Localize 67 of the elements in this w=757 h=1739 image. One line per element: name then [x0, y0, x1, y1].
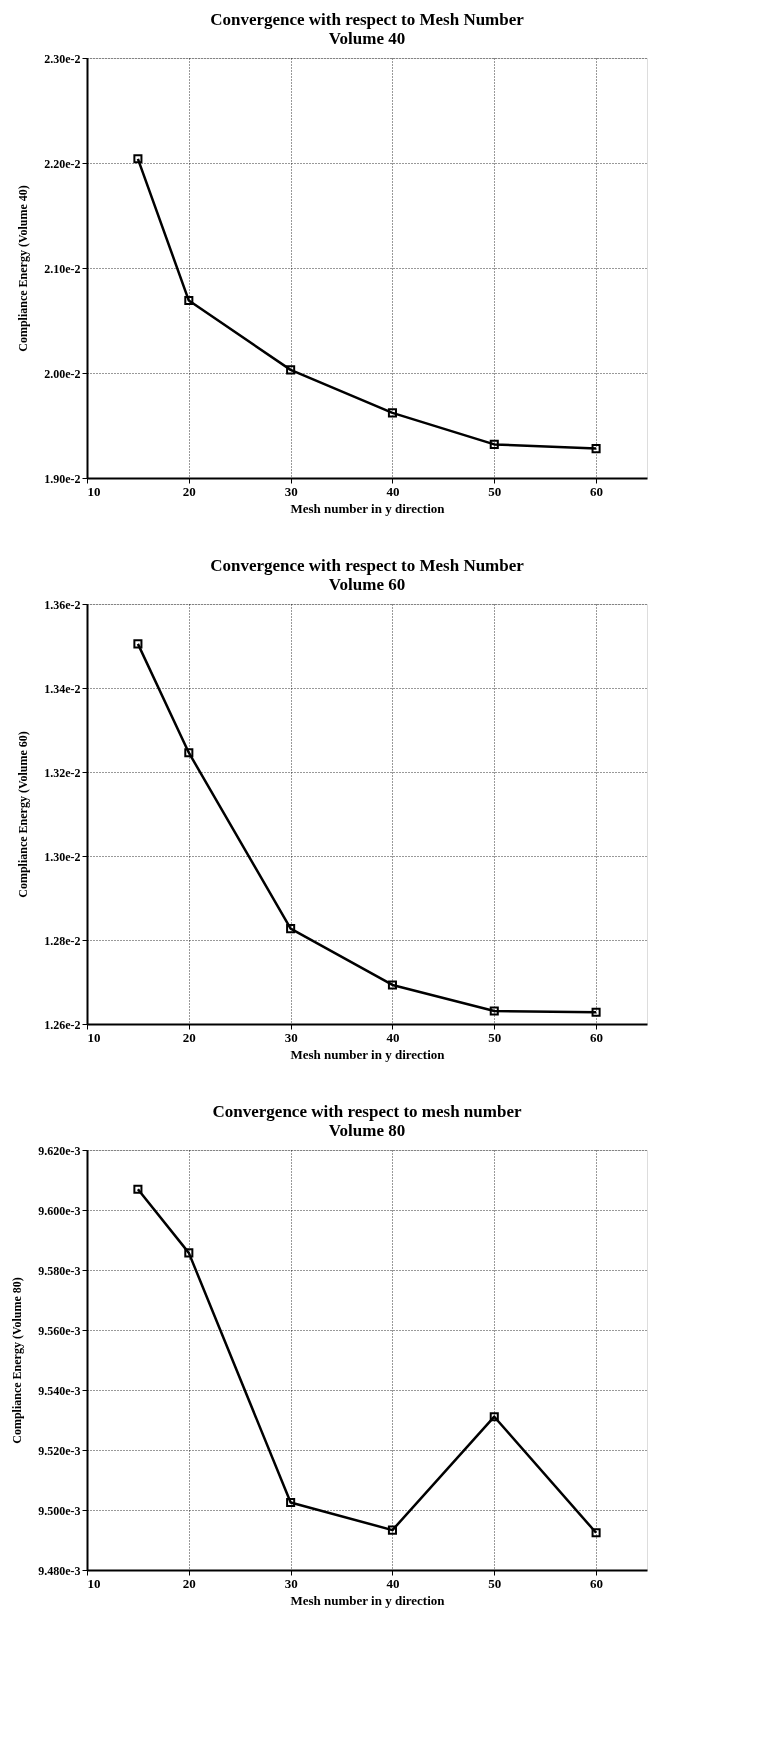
chart-title: Convergence with respect to mesh number — [212, 1102, 522, 1121]
y-tick-label: 1.26e-2 — [44, 1017, 81, 1032]
y-tick-label: 1.30e-2 — [44, 849, 81, 864]
y-tick-label: 9.500e-3 — [38, 1503, 81, 1518]
x-tick-label: 10 — [87, 483, 101, 499]
x-axis-title: Mesh number in y direction — [290, 1046, 446, 1062]
y-tick-label: 9.580e-3 — [38, 1263, 81, 1278]
point — [591, 1528, 601, 1538]
y-tick-label: 1.34e-2 — [44, 681, 81, 696]
y-tick-label: 2.20e-2 — [44, 156, 81, 171]
point — [489, 1006, 499, 1016]
x-tick-label: 50 — [488, 483, 502, 499]
y-tick-label: 9.540e-3 — [38, 1383, 81, 1398]
y-tick-label: 9.560e-3 — [38, 1323, 81, 1338]
x-tick-label: 60 — [590, 483, 604, 499]
x-tick-label: 40 — [386, 1575, 400, 1591]
x-tick-label: 10 — [87, 1575, 101, 1591]
point — [184, 748, 194, 758]
point — [387, 980, 397, 990]
y-tick-label: 2.00e-2 — [44, 366, 81, 381]
y-tick-label: 1.36e-2 — [44, 597, 81, 612]
x-tick-label: 40 — [386, 1029, 400, 1045]
point — [489, 1412, 499, 1422]
chart-title: Convergence with respect to Mesh Number — [210, 10, 525, 29]
x-tick-label: 60 — [590, 1575, 604, 1591]
x-tick-label: 10 — [87, 1029, 101, 1045]
x-tick-label: 60 — [590, 1029, 604, 1045]
y-tick-label: 1.28e-2 — [44, 933, 81, 948]
x-tick-label: 30 — [284, 1029, 298, 1045]
point — [184, 1248, 194, 1258]
chart-subtitle: Volume 40 — [328, 29, 406, 48]
y-axis-title: Compliance Energy (Volume 60) — [16, 731, 31, 898]
x-tick-label: 20 — [182, 1029, 196, 1045]
y-axis-title: Compliance Energy (Volume 80) — [10, 1277, 25, 1444]
point — [133, 1184, 143, 1194]
x-axis-title: Mesh number in y direction — [290, 500, 446, 516]
x-tick-label: 30 — [284, 483, 298, 499]
y-axis-title: Compliance Energy (Volume 40) — [16, 185, 31, 352]
point — [133, 639, 143, 649]
chart-subtitle: Volume 80 — [328, 1121, 406, 1140]
x-tick-label: 40 — [386, 483, 400, 499]
y-tick-label: 1.90e-2 — [44, 471, 81, 486]
point — [286, 1497, 296, 1508]
y-tick-label: 9.480e-3 — [38, 1563, 81, 1578]
x-axis-title: Mesh number in y direction — [290, 1592, 446, 1608]
point — [591, 1007, 601, 1017]
point — [286, 365, 296, 375]
x-tick-label: 20 — [182, 1575, 196, 1591]
point — [387, 408, 397, 418]
x-tick-label: 50 — [488, 1575, 502, 1591]
x-tick-label: 50 — [488, 1029, 502, 1045]
point — [133, 154, 143, 164]
x-tick-label: 30 — [284, 1575, 298, 1591]
point — [387, 1525, 397, 1535]
y-tick-label: 1.32e-2 — [44, 765, 81, 780]
chart-subtitle: Volume 60 — [328, 575, 406, 594]
point — [489, 439, 499, 449]
chart-title: Convergence with respect to Mesh Number — [210, 556, 525, 575]
y-tick-label: 2.10e-2 — [44, 261, 81, 276]
x-tick-label: 20 — [182, 483, 196, 499]
y-tick-label: 9.620e-3 — [38, 1143, 81, 1158]
point — [591, 444, 601, 454]
point — [184, 296, 194, 306]
y-tick-label: 9.520e-3 — [38, 1443, 81, 1458]
y-tick-label: 2.30e-2 — [44, 51, 81, 66]
point — [286, 924, 296, 934]
y-tick-label: 9.600e-3 — [38, 1203, 81, 1218]
